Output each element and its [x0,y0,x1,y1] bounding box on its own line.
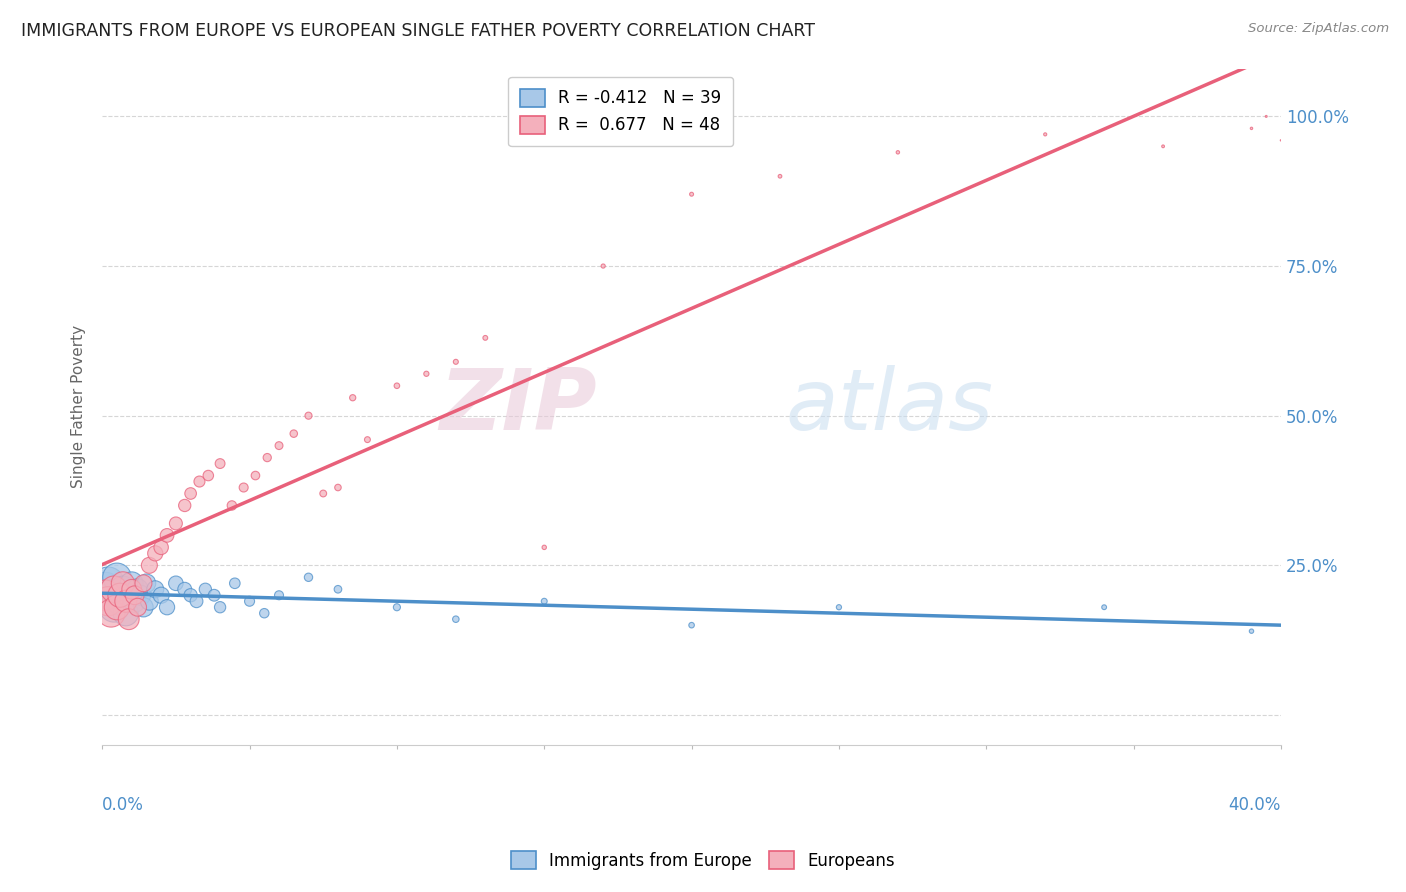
Point [385,378,408,392]
Point [124,588,146,602]
Point [385,600,408,615]
Point [1240,624,1263,639]
Point [342,391,364,405]
Point [312,486,335,500]
Point [326,481,349,495]
Point [232,481,254,495]
Point [245,468,267,483]
Point [138,558,160,573]
Point [105,600,128,615]
Point [143,582,166,597]
Point [138,594,160,608]
Point [267,439,290,453]
Point [156,600,179,615]
Point [681,618,703,632]
Point [127,600,149,615]
Point [186,594,208,608]
Point [118,588,141,602]
Point [135,576,157,591]
Point [202,588,225,602]
Point [1092,600,1115,615]
Point [111,582,134,597]
Point [143,546,166,560]
Point [111,576,134,591]
Point [121,582,143,597]
Legend: Immigrants from Europe, Europeans: Immigrants from Europe, Europeans [505,845,901,877]
Point [253,606,276,620]
Point [326,582,349,597]
Point [132,600,155,615]
Point [165,516,187,531]
Point [533,594,555,608]
Point [188,475,211,489]
Point [474,331,496,345]
Point [114,594,136,608]
Text: IMMIGRANTS FROM EUROPE VS EUROPEAN SINGLE FATHER POVERTY CORRELATION CHART: IMMIGRANTS FROM EUROPE VS EUROPEAN SINGL… [21,22,815,40]
Point [224,576,246,591]
Text: atlas: atlas [786,365,994,448]
Point [533,541,555,555]
Point [1152,139,1174,153]
Point [415,367,437,381]
Point [114,606,136,620]
Point [150,588,173,602]
Point [127,582,149,597]
Point [444,612,467,626]
Point [592,259,614,273]
Point [297,570,319,584]
Point [132,576,155,591]
Point [769,169,792,184]
Point [97,594,120,608]
Point [105,570,128,584]
Point [1033,128,1056,142]
Point [197,468,219,483]
Point [118,612,141,626]
Point [238,594,260,608]
Point [256,450,278,465]
Point [180,588,202,602]
Point [129,588,152,602]
Point [356,433,378,447]
Point [108,588,131,602]
Point [97,576,120,591]
Point [100,606,122,620]
Point [150,541,173,555]
Point [124,594,146,608]
Point [887,145,910,160]
Point [103,582,125,597]
Point [267,588,290,602]
Point [194,582,217,597]
Point [209,600,232,615]
Point [297,409,319,423]
Point [173,499,195,513]
Point [180,486,202,500]
Legend: R = -0.412   N = 39, R =  0.677   N = 48: R = -0.412 N = 39, R = 0.677 N = 48 [509,77,734,146]
Point [165,576,187,591]
Point [156,528,179,542]
Point [221,499,243,513]
Point [108,594,131,608]
Point [444,355,467,369]
Point [1240,121,1263,136]
Text: 40.0%: 40.0% [1229,796,1281,814]
Point [681,187,703,202]
Point [828,600,851,615]
Point [1256,109,1278,123]
Point [121,576,143,591]
Point [209,457,232,471]
Text: 0.0%: 0.0% [103,796,143,814]
Point [100,588,122,602]
Point [94,588,117,602]
Point [173,582,195,597]
Point [283,426,305,441]
Point [1270,133,1292,147]
Point [103,600,125,615]
Text: ZIP: ZIP [440,365,598,448]
Point [94,582,117,597]
Y-axis label: Single Father Poverty: Single Father Poverty [72,326,86,488]
Text: Source: ZipAtlas.com: Source: ZipAtlas.com [1249,22,1389,36]
